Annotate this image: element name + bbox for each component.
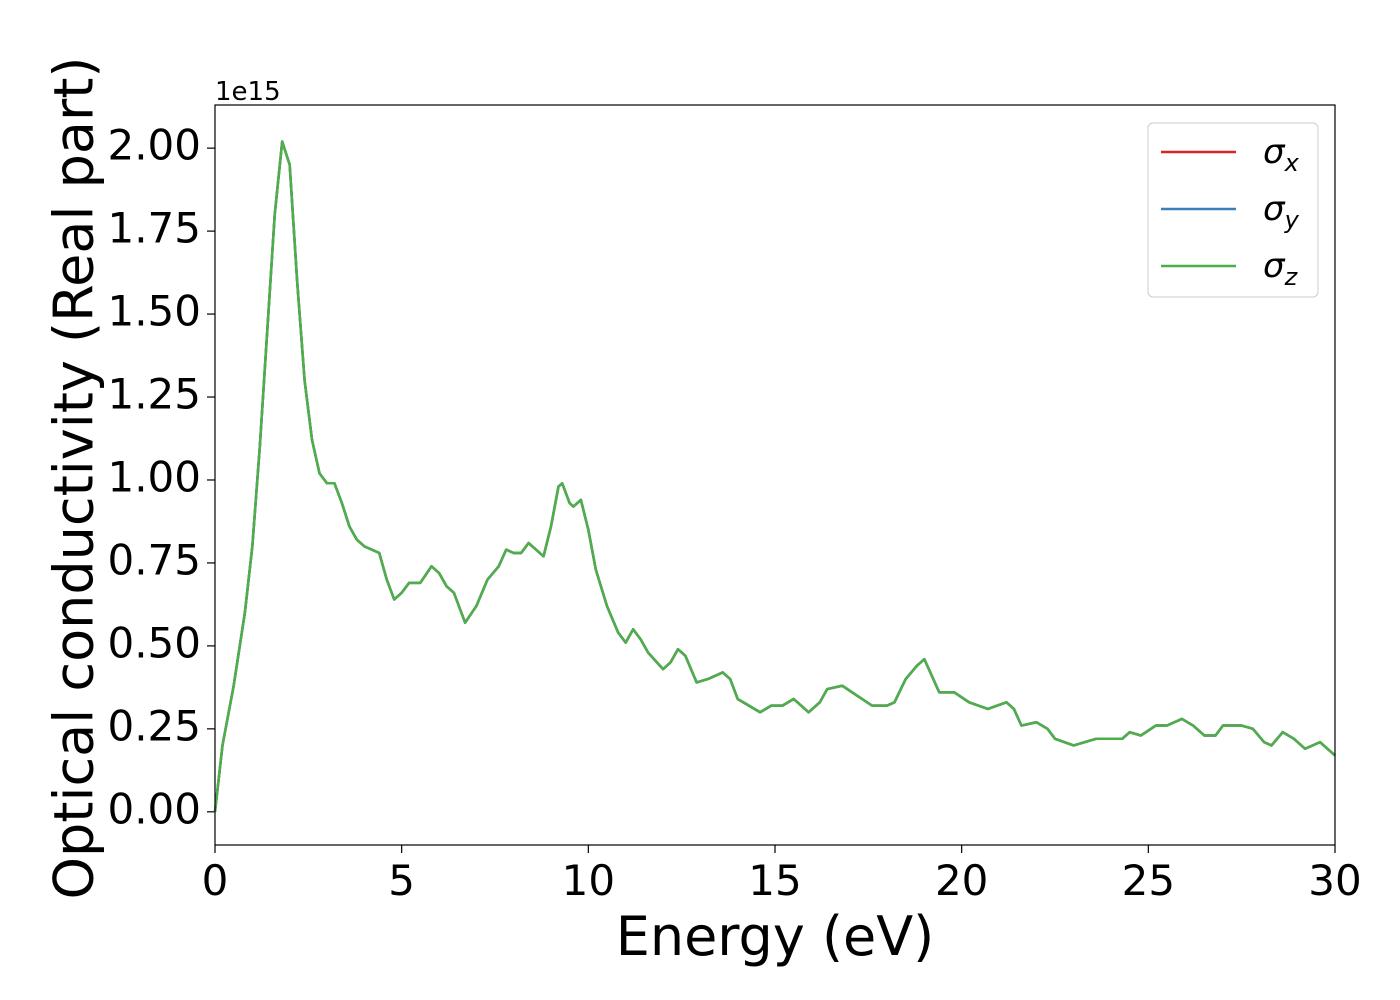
y-tick-label: 0.75 [107,535,201,584]
y-tick-label: 2.00 [107,121,201,170]
series-line [213,140,1336,812]
y-tick-label: 1.75 [107,204,201,253]
x-tick-label: 5 [388,856,415,905]
y-tick-label: 0.50 [107,618,201,667]
y-tick-label: 1.50 [107,287,201,336]
x-tick-label: 10 [562,856,615,905]
x-tick-label: 25 [1122,856,1175,905]
y-tick-label: 1.00 [107,452,201,501]
y-offset-label: 1e15 [215,77,281,107]
x-tick-label: 15 [748,856,801,905]
plot-frame [214,104,1336,846]
y-axis-label: Optical conductivity (Real part) [43,57,106,900]
y-tick-label: 1.25 [107,370,201,419]
legend-label: σx [1263,132,1300,177]
x-tick-label: 0 [202,856,229,905]
y-tick-label: 0.25 [107,701,201,750]
legend-label: σz [1263,246,1299,291]
x-tick-label: 20 [935,856,988,905]
y-tick-label: 0.00 [107,784,201,833]
x-axis-label: Energy (eV) [616,905,935,968]
legend-label: σy [1263,189,1300,234]
x-tick-label: 30 [1308,856,1361,905]
